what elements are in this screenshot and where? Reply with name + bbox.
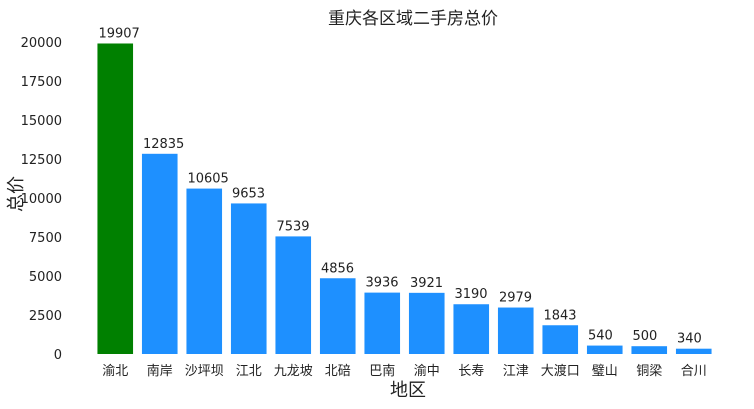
category-label: 江北 — [236, 364, 262, 379]
bar — [97, 43, 134, 355]
bar — [408, 292, 445, 354]
bar — [586, 345, 623, 354]
y-axis-ticks: 0 2500 5000 7500 10000 12500 15000 17500 20000 — [21, 36, 62, 363]
bars-group — [97, 43, 712, 355]
bar — [542, 325, 579, 354]
category-label: 九龙坡 — [274, 364, 313, 379]
data-label: 3190 — [454, 287, 487, 302]
category-label: 沙坪坝 — [185, 364, 224, 379]
category-label: 合川 — [681, 364, 707, 379]
category-label: 长寿 — [458, 364, 484, 379]
bar — [319, 278, 356, 354]
data-label: 7539 — [276, 219, 309, 234]
data-label: 19907 — [98, 26, 139, 41]
bar — [275, 236, 312, 354]
category-label: 渝中 — [414, 363, 440, 379]
bar — [186, 188, 223, 354]
data-labels-group: 19907 12835 10605 9653 7539 4856 3936 3921 3190 2… — [98, 26, 701, 346]
bar — [364, 292, 401, 354]
bar — [230, 203, 267, 354]
data-label: 2979 — [499, 291, 532, 306]
category-labels-group: 渝北 南岸 沙坪坝 江北 九龙坡 北碚 巴南 渝中 长寿 江津 大渡口 璧山 铜梁 合川 — [102, 363, 707, 379]
category-label: 北碚 — [325, 364, 351, 379]
data-label: 3936 — [365, 276, 398, 291]
data-label: 500 — [632, 329, 657, 344]
data-label: 1843 — [543, 308, 576, 323]
category-label: 大渡口 — [541, 363, 580, 379]
data-label: 9653 — [232, 186, 265, 201]
data-label: 3921 — [410, 276, 443, 291]
bar — [141, 153, 178, 354]
data-label: 340 — [677, 332, 702, 347]
y-axis-label: 总价 — [6, 176, 27, 212]
y-tick-label: 12500 — [21, 153, 62, 168]
bar — [631, 346, 668, 354]
chart-title: 重庆各区域二手房总价 — [328, 9, 498, 29]
data-label: 540 — [588, 329, 613, 344]
category-label: 璧山 — [592, 363, 618, 379]
category-label: 铜梁 — [636, 364, 662, 379]
x-axis-label: 地区 — [390, 380, 426, 401]
bar — [453, 304, 490, 354]
bar — [497, 307, 534, 354]
category-label: 巴南 — [369, 363, 395, 379]
data-label: 12835 — [143, 137, 184, 152]
y-tick-label: 17500 — [21, 75, 62, 90]
category-label: 渝北 — [102, 363, 128, 379]
data-label: 10605 — [187, 172, 228, 187]
category-label: 南岸 — [147, 363, 173, 379]
y-tick-label: 0 — [54, 348, 62, 363]
data-label: 4856 — [321, 261, 354, 276]
category-label: 江津 — [503, 364, 529, 379]
y-tick-label: 10000 — [21, 192, 62, 207]
y-tick-label: 2500 — [29, 309, 62, 324]
y-tick-label: 15000 — [21, 114, 62, 129]
y-tick-label: 5000 — [29, 270, 62, 285]
y-tick-label: 20000 — [21, 36, 62, 51]
bar — [675, 348, 712, 354]
y-tick-label: 7500 — [29, 231, 62, 246]
